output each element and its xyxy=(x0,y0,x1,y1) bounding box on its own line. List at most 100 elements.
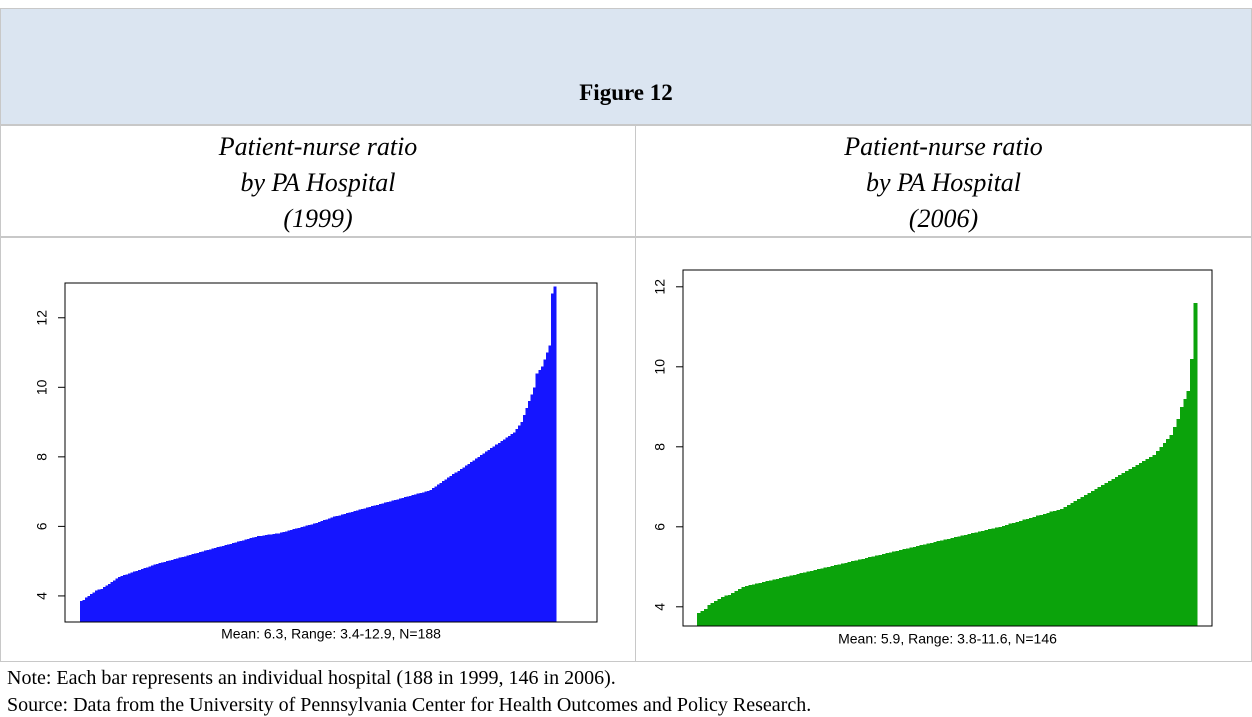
bar xyxy=(520,422,524,622)
bar xyxy=(697,612,701,626)
bar xyxy=(128,573,132,622)
bar xyxy=(1149,456,1153,626)
bar xyxy=(1162,442,1167,626)
bar xyxy=(186,555,190,622)
bar xyxy=(457,470,461,622)
bar xyxy=(1138,462,1143,626)
bar xyxy=(1022,519,1027,626)
bar xyxy=(305,525,309,622)
bar xyxy=(1101,484,1105,626)
bar xyxy=(1183,398,1188,626)
bar xyxy=(1094,488,1099,626)
bar xyxy=(482,453,486,622)
bar xyxy=(442,481,445,622)
bar xyxy=(1039,514,1044,626)
bar xyxy=(1015,522,1020,626)
bar xyxy=(340,514,344,622)
chart-title-line: (1999) xyxy=(283,204,353,233)
bar xyxy=(813,570,818,626)
bar xyxy=(462,467,466,622)
figure-header: Figure 12 xyxy=(0,8,1252,125)
bar xyxy=(125,574,129,622)
bar xyxy=(201,551,205,622)
plot-frame xyxy=(64,282,598,623)
bar xyxy=(419,493,423,622)
bar xyxy=(95,590,99,622)
bar xyxy=(899,550,903,626)
bar xyxy=(469,462,473,622)
bar xyxy=(252,537,256,622)
bar xyxy=(416,493,420,622)
bar xyxy=(226,544,230,622)
bar xyxy=(1186,390,1191,626)
bar xyxy=(710,602,715,626)
bar xyxy=(366,507,370,622)
bar xyxy=(550,293,554,622)
bar xyxy=(515,429,519,622)
bar xyxy=(984,530,989,626)
bar xyxy=(1118,474,1123,626)
bar xyxy=(734,590,739,626)
bar xyxy=(133,571,137,622)
bar xyxy=(199,552,202,622)
bar xyxy=(355,510,359,622)
bar xyxy=(803,572,807,626)
bar xyxy=(1125,470,1129,626)
bar xyxy=(310,524,314,622)
bar xyxy=(82,600,86,622)
bar xyxy=(720,596,725,626)
bar xyxy=(881,554,886,626)
bar xyxy=(393,499,397,622)
bar xyxy=(290,529,294,622)
bar xyxy=(875,555,879,626)
bar xyxy=(1001,526,1006,626)
bar xyxy=(171,559,175,622)
bar xyxy=(998,526,1003,626)
bar xyxy=(1073,500,1078,626)
bar xyxy=(112,580,116,622)
bar xyxy=(1135,464,1140,626)
bar xyxy=(964,534,968,626)
bar xyxy=(1036,515,1040,626)
bar xyxy=(492,446,496,622)
bar xyxy=(871,556,876,626)
bar xyxy=(864,558,869,626)
bar xyxy=(847,562,852,626)
bar xyxy=(1046,512,1051,626)
bar xyxy=(1025,518,1030,626)
y-tick-label: 4 xyxy=(652,603,668,611)
bar xyxy=(388,501,392,622)
bar xyxy=(751,584,756,626)
bar xyxy=(518,425,521,622)
bar xyxy=(1012,522,1016,626)
bar xyxy=(150,565,154,622)
bar xyxy=(967,534,972,626)
bar xyxy=(123,575,126,622)
bar xyxy=(844,562,849,626)
bar xyxy=(444,479,448,622)
bar xyxy=(204,550,207,622)
bar xyxy=(396,499,400,622)
bar xyxy=(138,569,142,622)
bar xyxy=(426,490,430,622)
bar xyxy=(830,566,835,626)
bar xyxy=(406,496,410,622)
bar xyxy=(120,575,124,622)
bar xyxy=(1104,482,1109,626)
bar xyxy=(768,580,773,626)
bar xyxy=(741,586,746,626)
bar xyxy=(1159,446,1164,626)
bar xyxy=(269,534,273,622)
bar xyxy=(409,495,413,622)
bar xyxy=(477,456,481,622)
bar xyxy=(188,554,192,622)
bar xyxy=(401,497,405,622)
bar xyxy=(328,518,332,622)
bar xyxy=(1005,524,1010,626)
bar xyxy=(447,477,451,622)
bar xyxy=(758,582,763,626)
bar xyxy=(1128,468,1133,626)
bar xyxy=(414,494,418,622)
bar xyxy=(292,529,296,622)
bar xyxy=(731,592,736,626)
